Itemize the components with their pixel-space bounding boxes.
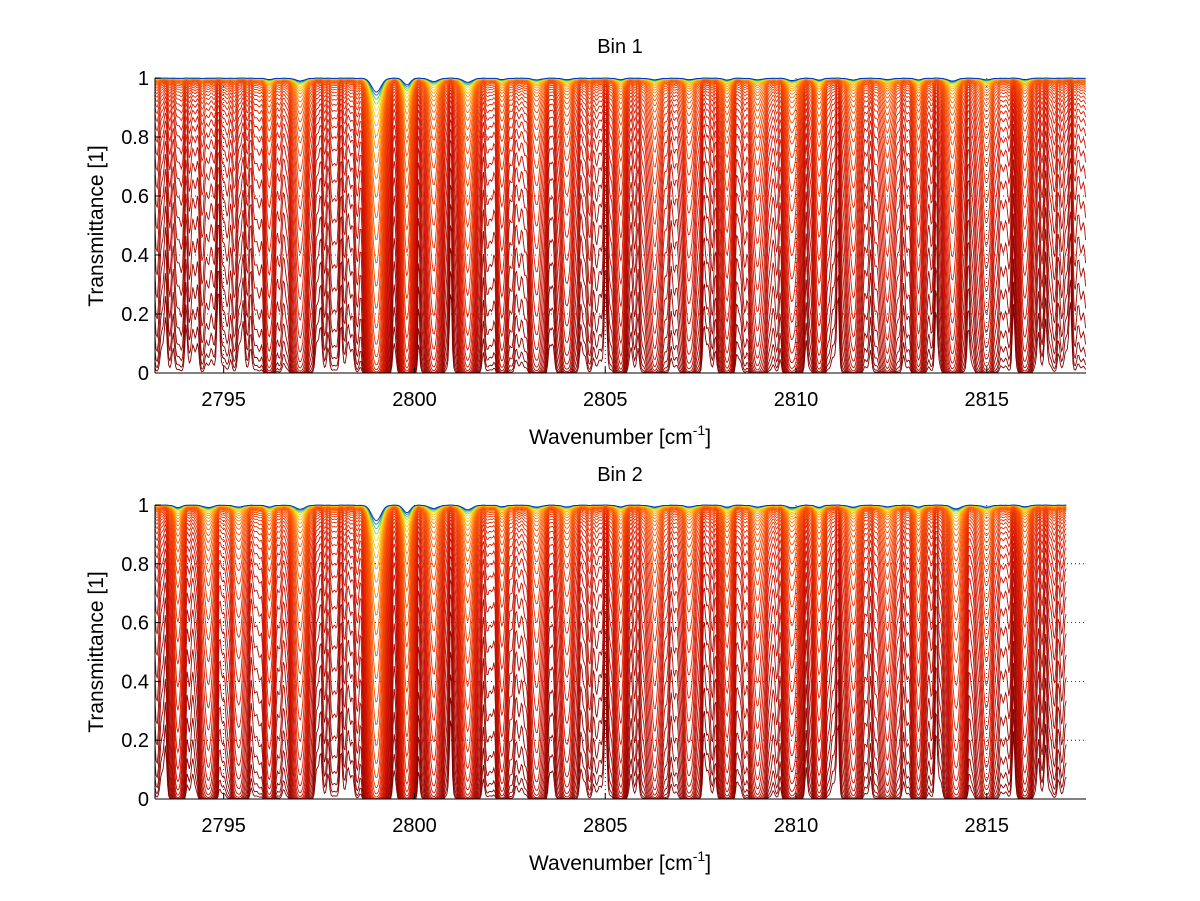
y-tick-label: 1: [138, 495, 149, 517]
spectrum-line: [154, 89, 1087, 374]
spectrum-line: [155, 77, 1086, 93]
x-axis-label: Wavenumber [cm-1]: [529, 848, 711, 875]
x-axis-label-exponent: -1: [693, 848, 706, 864]
spectrum-line: [154, 85, 1087, 370]
spectrum-line: [154, 110, 1087, 374]
x-tick-label: 2800: [392, 389, 437, 411]
spectrum-line: [154, 519, 1067, 800]
spectrum-line: [154, 566, 1067, 800]
x-tick-label: 2800: [392, 815, 437, 837]
spectrum-line: [154, 505, 1067, 680]
spectrum-line: [154, 81, 1086, 345]
spectrum-line: [154, 78, 1086, 219]
x-tick-label: 2815: [965, 815, 1010, 837]
spectrum-line: [154, 80, 1086, 329]
spectrum-line: [154, 506, 1067, 703]
spectrum-line: [154, 95, 1087, 374]
spectrum-line: [154, 537, 1067, 800]
spectrum-line: [155, 504, 1067, 522]
x-tick-label: 2795: [201, 389, 246, 411]
plot-area: 0 0.2 0.4 0.6 0.8 1 2795 2800 2805 2810 2815: [121, 495, 1086, 837]
y-tick-label: 0.6: [121, 613, 149, 635]
x-axis-label-exponent: -1: [693, 422, 706, 438]
x-tick-label: 2810: [774, 389, 819, 411]
spectrum-line: [154, 104, 1087, 374]
spectrum-line: [154, 507, 1067, 747]
y-tick-label: 0.4: [121, 245, 149, 267]
x-axis-label-main: Wavenumber [cm: [529, 426, 693, 449]
y-tick-label: 0.2: [121, 304, 149, 326]
y-tick-label: 1: [138, 68, 149, 90]
spectrum-line: [154, 522, 1067, 800]
spectrum-line: [154, 509, 1067, 789]
spectrum-line: [154, 79, 1086, 287]
spectrum-line: [154, 555, 1067, 800]
spectrum-line: [154, 514, 1067, 799]
spectrum-line: [154, 507, 1067, 765]
spectrum-line: [154, 139, 1087, 374]
chart-title: Bin 1: [597, 36, 643, 58]
spectrum-line: [154, 78, 1086, 198]
chart-bin-2: Bin 2 0 0.2 0.4 0.6 0.8 1 2795 2800 2805 2810 2815…: [85, 464, 1086, 875]
y-tick-label: 0.8: [121, 554, 149, 576]
x-axis-label-tail: ]: [705, 426, 711, 449]
y-tick-label: 0.8: [121, 127, 149, 149]
spectrum-line: [154, 128, 1087, 374]
y-tick-label: 0: [138, 363, 149, 385]
x-tick-label: 2805: [583, 389, 628, 411]
spectrum-line: [154, 510, 1067, 795]
spectrum-line: [154, 99, 1087, 374]
y-tick-label: 0: [138, 789, 149, 811]
x-tick-label: 2815: [965, 389, 1010, 411]
spectrum-line: [154, 152, 1087, 374]
y-tick-label: 0.2: [121, 730, 149, 752]
spectrum-line: [154, 87, 1087, 373]
spectrum-line: [154, 83, 1087, 366]
spectrum-line: [154, 531, 1067, 800]
plot-area: 0 0.2 0.4 0.6 0.8 1 2795 2800 2805 2810 2815: [121, 68, 1087, 411]
y-tick-label: 0.4: [121, 671, 149, 693]
spectrum-line: [154, 594, 1067, 800]
chart-title: Bin 2: [597, 464, 643, 486]
spectrum-line: [154, 505, 1067, 636]
y-axis-label: Transmittance [1]: [85, 571, 108, 732]
x-axis-label: Wavenumber [cm-1]: [529, 422, 711, 449]
spectrum-line: [154, 526, 1067, 800]
spectrum-line: [154, 546, 1067, 800]
spectrum-line: [154, 512, 1067, 798]
spectrum-line: [154, 92, 1087, 374]
x-tick-label: 2810: [774, 815, 819, 837]
spectrum-line: [154, 79, 1086, 264]
chart-bin-1: Bin 1 0 0.2 0.4 0.6 0.8 1 2795 2800 2805 2810 2815…: [85, 36, 1087, 449]
y-tick-label: 0.6: [121, 186, 149, 208]
spectrum-line: [154, 80, 1086, 309]
x-axis-label-tail: ]: [705, 852, 711, 875]
spectrum-line: [154, 506, 1067, 726]
spectrum-line: [154, 508, 1067, 779]
spectrum-line: [154, 505, 1067, 657]
x-axis-label-main: Wavenumber [cm: [529, 852, 693, 875]
spectrum-line: [154, 118, 1087, 374]
y-axis-label: Transmittance [1]: [85, 145, 108, 306]
x-tick-label: 2795: [201, 815, 246, 837]
spectrum-line: [154, 579, 1067, 800]
x-tick-label: 2805: [583, 815, 628, 837]
spectrum-line: [154, 82, 1086, 358]
spectrum-line: [154, 505, 1067, 616]
spectrum-line: [154, 78, 1086, 241]
spectrum-line: [154, 516, 1067, 800]
